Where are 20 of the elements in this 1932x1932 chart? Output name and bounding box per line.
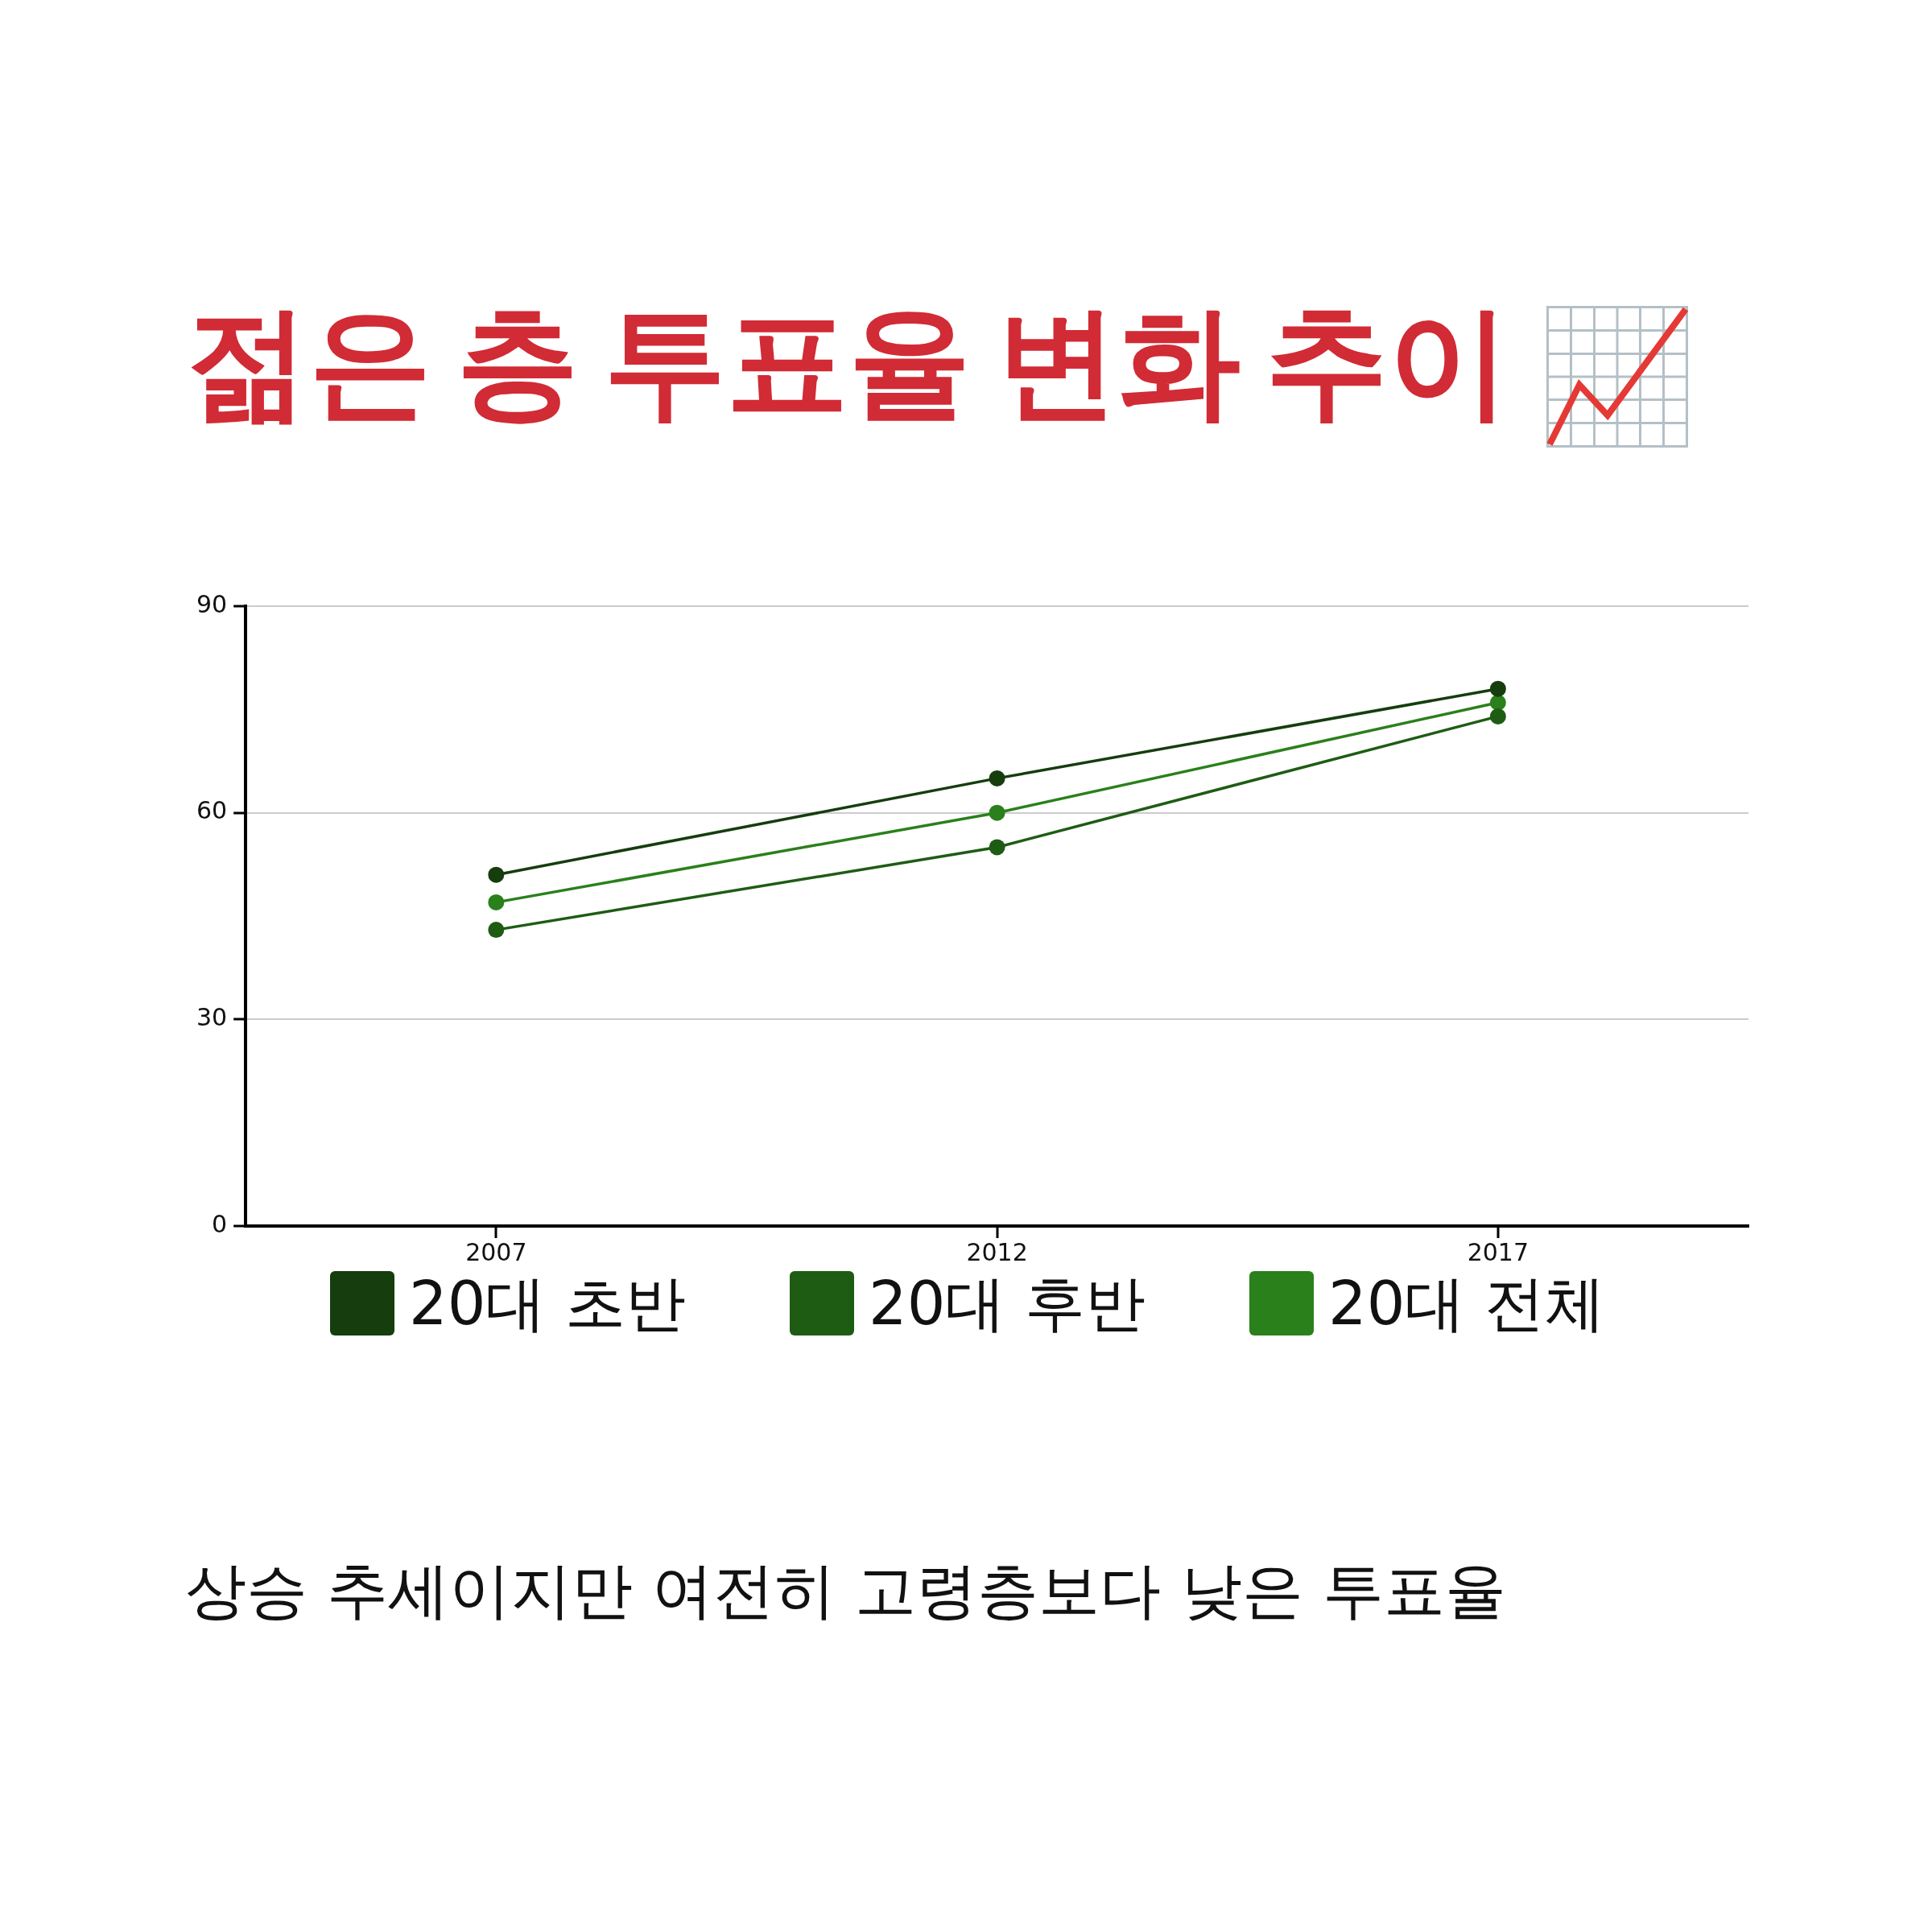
point [1489,708,1506,724]
point [488,894,505,910]
legend-label: 20대 초반 [409,1268,687,1339]
point [488,922,505,939]
point [989,839,1005,856]
legend-label: 20대 전체 [1328,1268,1606,1339]
y-tick-label: 0 [212,1209,228,1238]
y-tick-label: 60 [196,796,228,825]
legend-label: 20대 후반 [869,1268,1146,1339]
y-tick-label: 30 [196,1003,228,1032]
text: 상승 추세이지만 여전히 고령층보다 낮은 투표율 [185,1554,1506,1626]
x-tick-label: 2007 [465,1237,527,1266]
point [1489,680,1506,697]
x-tick-label: 2012 [966,1237,1028,1266]
point [989,804,1005,821]
y-tick-label: 90 [196,589,228,618]
point [989,770,1005,786]
x-tick-label: 2017 [1467,1237,1530,1266]
chart-title: 젊은 층 투표율 변화 추이 [187,291,1510,433]
point [488,866,505,883]
